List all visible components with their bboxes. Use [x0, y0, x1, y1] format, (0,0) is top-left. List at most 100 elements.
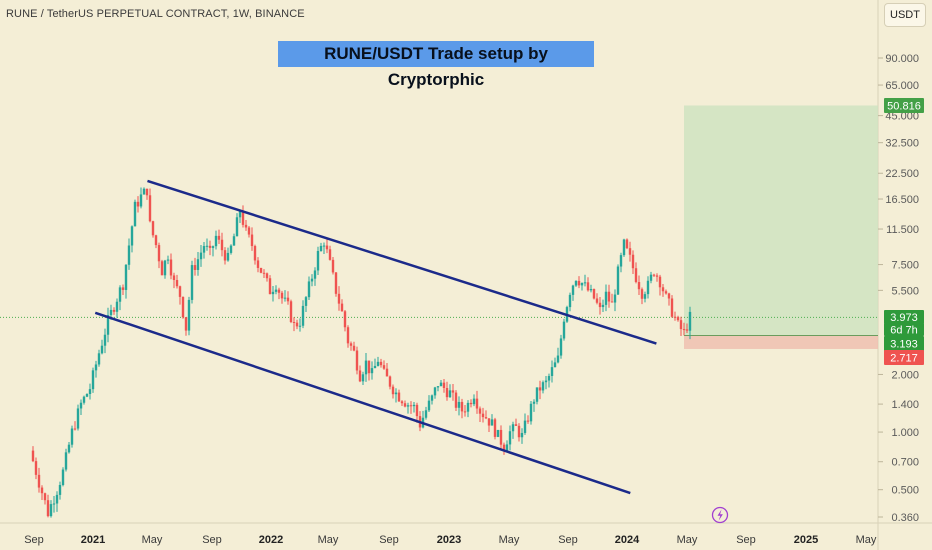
- candle-body: [67, 444, 71, 453]
- candle-body: [241, 211, 245, 225]
- candle-body: [259, 267, 263, 273]
- price-tick-label: 1.000: [891, 427, 919, 439]
- time-tick-label: May: [677, 534, 698, 546]
- candle-body: [223, 250, 227, 261]
- price-tick-label: 11.500: [886, 224, 919, 236]
- candle-body: [79, 402, 83, 409]
- candle-body: [229, 245, 233, 253]
- candle-body: [466, 402, 470, 412]
- price-tick-label: 1.400: [891, 399, 919, 411]
- candle-body: [640, 289, 644, 299]
- candle-body: [196, 259, 200, 270]
- candle-body: [358, 370, 362, 382]
- candle-body: [649, 274, 653, 281]
- candle-body: [298, 325, 302, 327]
- candle-body: [580, 282, 584, 286]
- candle-body: [151, 221, 155, 236]
- candle-body: [685, 329, 689, 331]
- candle-body: [568, 294, 572, 308]
- candle-body: [688, 311, 692, 331]
- currency-button[interactable]: USDT: [884, 3, 926, 27]
- candle-body: [664, 291, 668, 294]
- chart-title-banner: RUNE/USDT Trade setup by Cryptorphic: [278, 41, 594, 89]
- time-axis[interactable]: Sep 2021 May Sep 2022 May Sep 2023 May Sep 2024 May…: [24, 534, 877, 546]
- candle-body: [133, 201, 137, 227]
- candle-body: [268, 278, 272, 295]
- candle-body: [445, 387, 449, 398]
- candle-body: [214, 235, 218, 247]
- candle-body: [340, 303, 344, 312]
- candle-body: [127, 245, 131, 265]
- candle-body: [511, 424, 515, 432]
- stop-price-tag-bg: [884, 350, 924, 365]
- candle-body: [145, 188, 149, 196]
- candle-body: [109, 309, 113, 316]
- candle-body: [142, 188, 146, 195]
- candle-body: [64, 452, 68, 470]
- time-tick-label: May: [856, 534, 877, 546]
- candle-body: [352, 345, 356, 351]
- flash-event-icon[interactable]: [711, 506, 729, 524]
- candle-body: [679, 320, 683, 330]
- candle-body: [535, 387, 539, 402]
- time-tick-label: May: [499, 534, 520, 546]
- candle-body: [235, 217, 239, 237]
- candle-body: [283, 297, 287, 299]
- candle-body: [496, 429, 500, 437]
- candle-body: [379, 361, 383, 366]
- candle-body: [118, 287, 122, 302]
- candle-body: [190, 265, 194, 300]
- candle-body: [124, 264, 128, 290]
- candle-body: [346, 327, 350, 344]
- price-tick-label: 22.500: [885, 168, 919, 180]
- candle-body: [121, 287, 125, 290]
- candle-body: [100, 345, 104, 354]
- candle-body: [475, 398, 479, 409]
- candle-body: [523, 420, 527, 433]
- channel-upper-line[interactable]: [147, 179, 657, 345]
- candle-body: [31, 450, 35, 462]
- candle-body: [40, 487, 44, 494]
- price-axis[interactable]: 90.000 65.000 45.000 32.500 22.500 16.500 11.5…: [878, 53, 919, 524]
- candle-body: [172, 275, 176, 281]
- candle-body: [310, 278, 314, 282]
- price-tick-label: 16.500: [885, 194, 919, 206]
- candle-body: [601, 304, 605, 308]
- candle-body: [160, 261, 164, 276]
- candle-body: [292, 322, 296, 324]
- channel-lower-line[interactable]: [94, 311, 631, 495]
- price-tick-label: 2.000: [891, 369, 919, 381]
- candle-body: [505, 444, 509, 451]
- stop-price-tag: 2.717: [890, 353, 918, 365]
- candle-body: [34, 461, 38, 475]
- candle-body: [631, 254, 635, 269]
- candle-body: [115, 301, 119, 312]
- candle-body: [373, 365, 377, 369]
- candle-body: [58, 484, 62, 495]
- candle-body: [37, 474, 41, 488]
- time-tick-label: 2025: [794, 534, 818, 546]
- candle-body: [43, 493, 47, 501]
- candle-body: [184, 317, 188, 331]
- candle-body: [208, 245, 212, 248]
- time-tick-label: May: [318, 534, 339, 546]
- candle-body: [265, 273, 269, 279]
- candle-body: [349, 343, 353, 346]
- candle-body: [88, 389, 92, 395]
- stop-zone[interactable]: [684, 335, 878, 349]
- time-tick-label: May: [142, 534, 163, 546]
- candle-body: [319, 245, 323, 251]
- candle-body: [247, 227, 251, 235]
- candle-body: [112, 309, 116, 312]
- candle-body: [361, 374, 365, 382]
- candle-body: [382, 365, 386, 369]
- candle-body: [550, 367, 554, 376]
- candle-body: [646, 280, 650, 295]
- target-zone[interactable]: [684, 105, 878, 336]
- candle-body: [538, 387, 542, 391]
- candle-body: [295, 322, 299, 327]
- candle-body: [181, 296, 185, 318]
- price-tick-label: 0.500: [891, 485, 919, 497]
